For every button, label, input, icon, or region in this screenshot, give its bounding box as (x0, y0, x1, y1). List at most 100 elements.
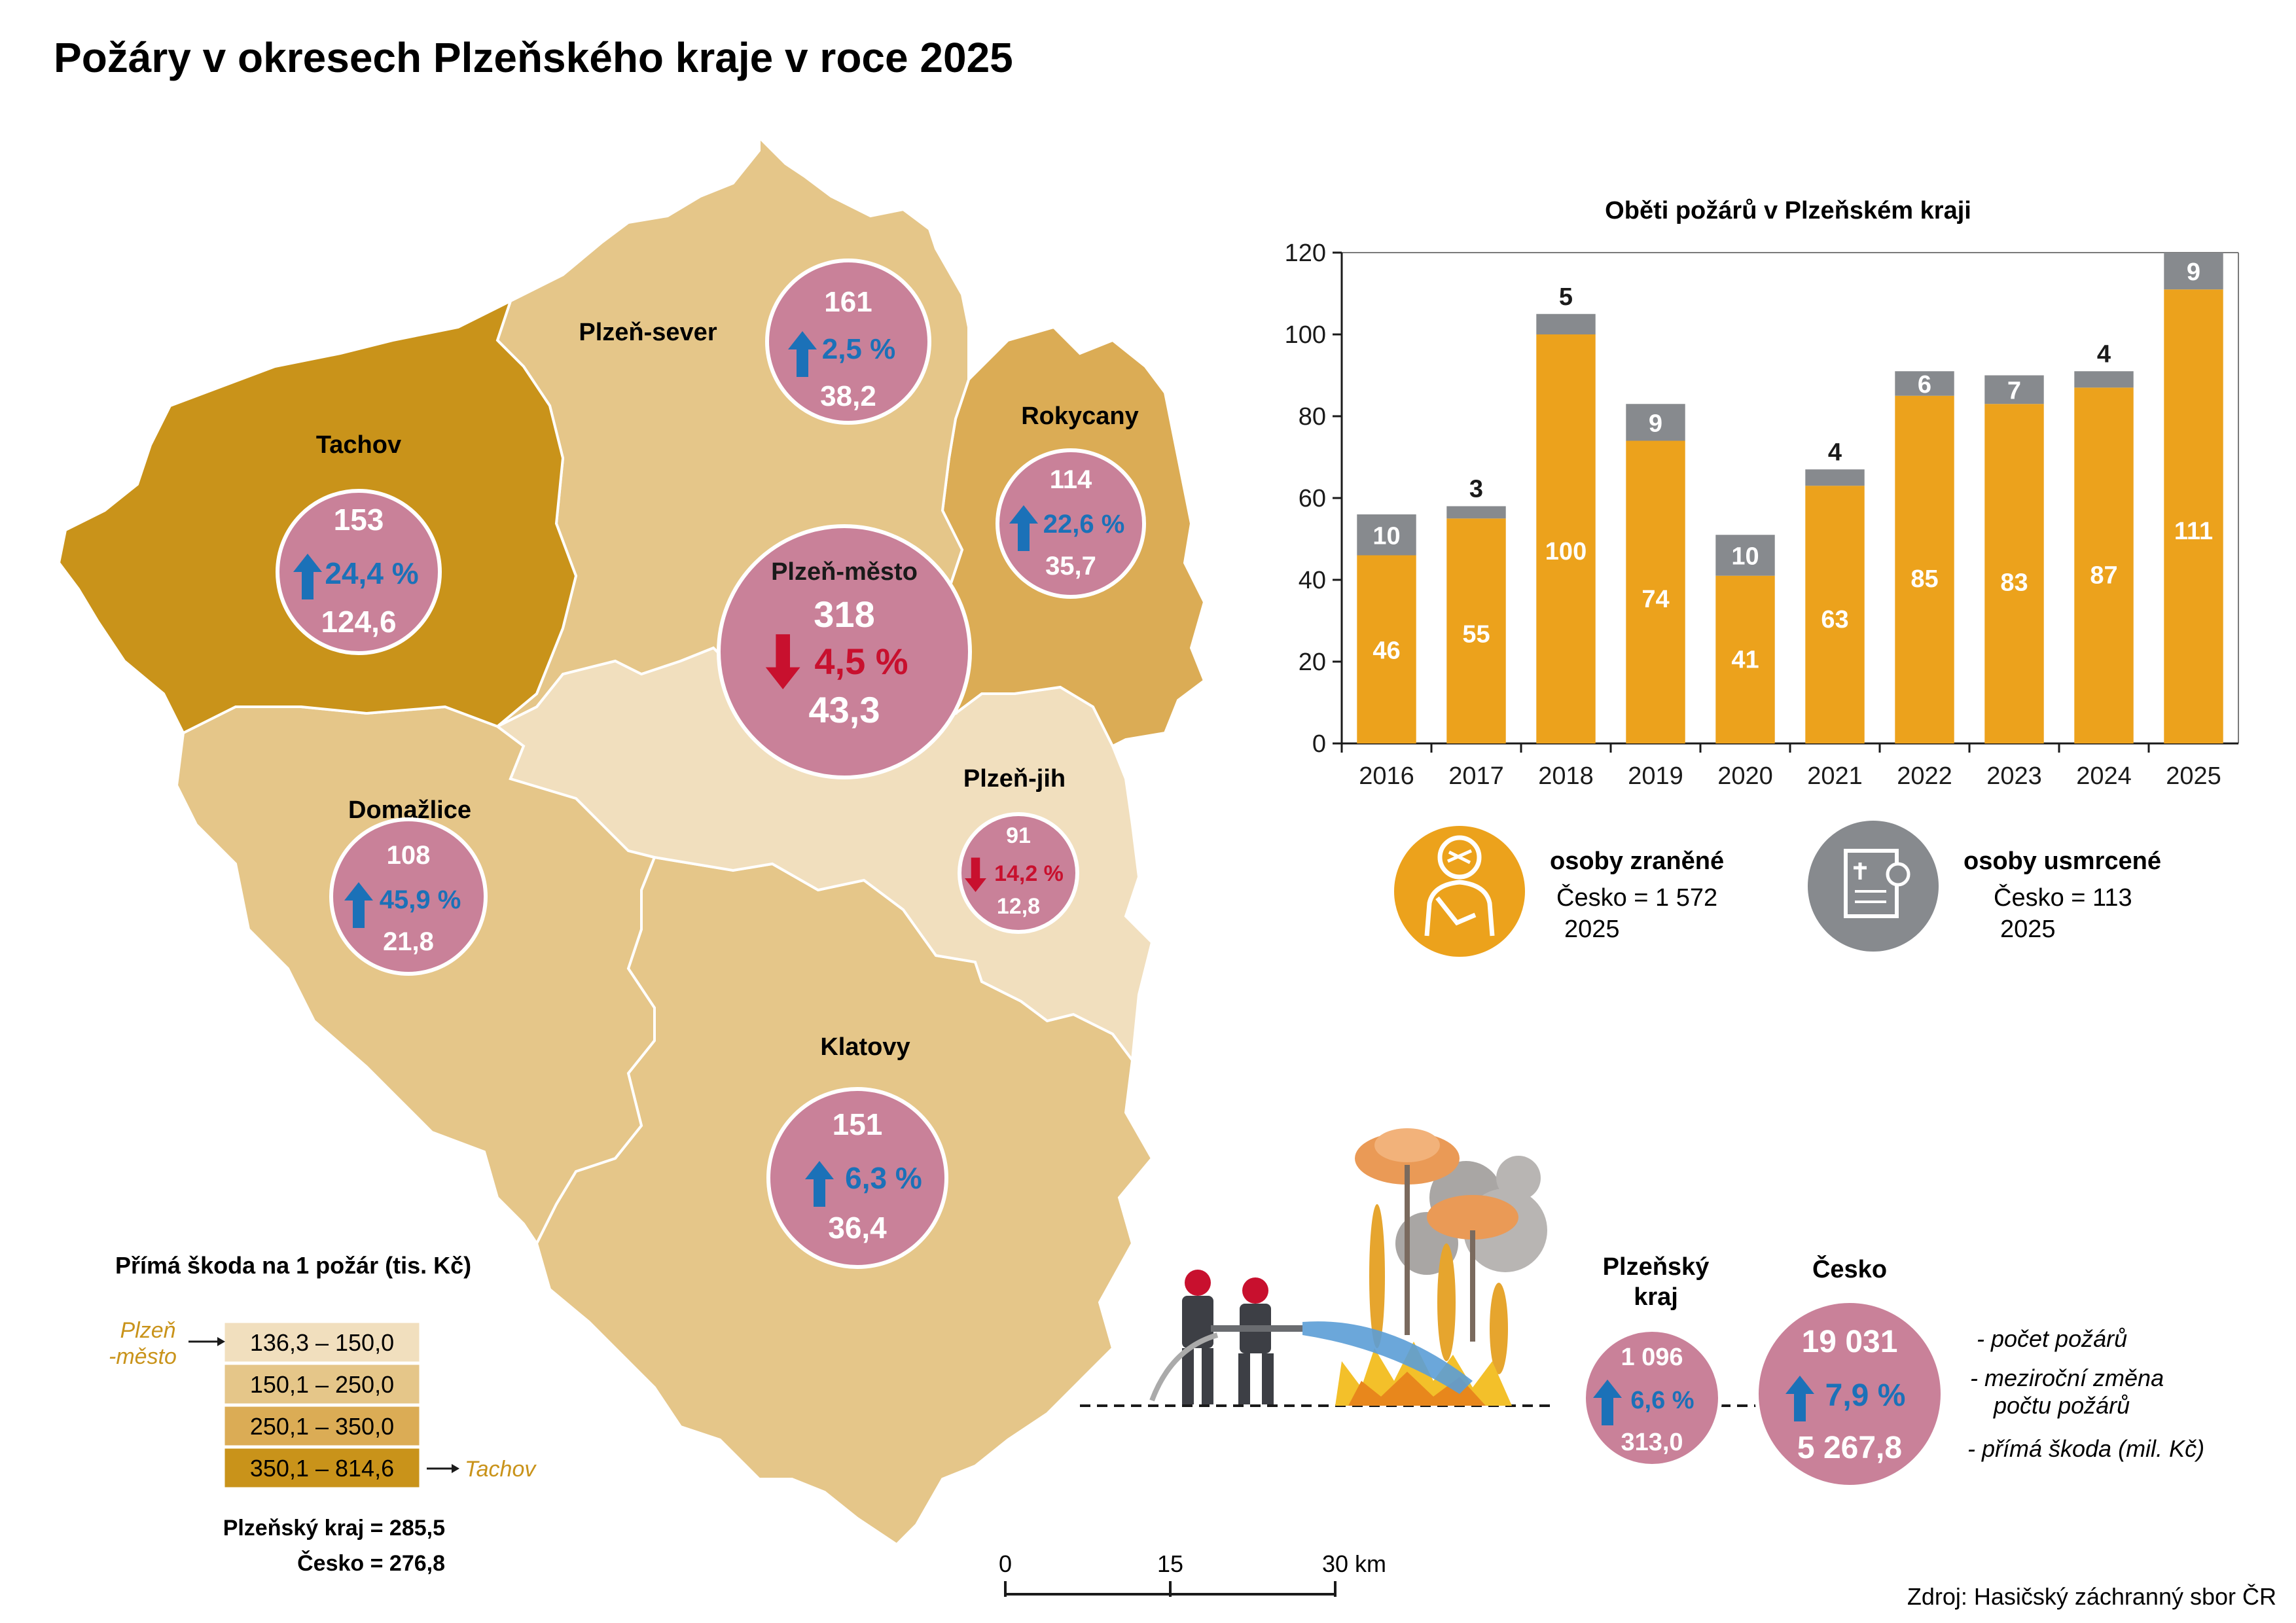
legend-class-label: 350,1 – 814,6 (250, 1455, 394, 1482)
data-label-injured: 74 (1641, 586, 1669, 613)
bubble-plzen-mesto[interactable]: Plzeň-město 318 4,5 % 43,3 (717, 524, 972, 779)
bar-injured (1536, 334, 1596, 743)
bar-killed (1357, 514, 1416, 556)
data-label-injured: 83 (2000, 569, 2028, 597)
bubble-klatovy[interactable]: 151 6,3 % 36,4 (766, 1087, 948, 1269)
bar-killed (1895, 371, 1954, 396)
damage-value: 124,6 (321, 605, 396, 639)
legend-year-killed: 2025 (2000, 916, 2056, 943)
data-label-killed: 7 (2007, 377, 2021, 404)
bar-injured (1805, 486, 1865, 743)
fires-count: 114 (1050, 465, 1092, 494)
victims-legend: osoby zraněné Česko = 1 572 2025 osoby u… (1394, 821, 2161, 957)
legend-label-injured: osoby zraněné (1550, 847, 1724, 875)
yearly-change: 2,5 % (822, 333, 896, 365)
data-label-injured: 46 (1372, 637, 1400, 665)
bubble-rokycany[interactable]: 114 22,6 % 35,7 (996, 448, 1146, 599)
data-label-injured: 100 (1545, 538, 1587, 565)
x-tick-label: 2023 (1986, 762, 2042, 790)
note-change: - meziroční změna počtu požárů (1970, 1364, 2164, 1419)
bar-injured (1715, 575, 1775, 743)
yearly-change: 24,4 % (325, 556, 418, 590)
country-average: Česko = 276,8 (297, 1550, 445, 1576)
data-label-killed: 10 (1372, 522, 1400, 550)
district-label-plzen-mesto: Plzeň-město (771, 558, 918, 586)
data-label-injured: 63 (1821, 606, 1848, 633)
fires-count: 108 (387, 841, 431, 870)
data-label-injured: 41 (1731, 647, 1759, 674)
yearly-change: 6,6 % (1630, 1387, 1694, 1414)
bar-killed (1626, 404, 1685, 441)
data-label-injured: 55 (1462, 620, 1490, 648)
x-tick-label: 2021 (1807, 762, 1863, 790)
injured-person-icon (1394, 826, 1525, 957)
y-tick-label: 40 (1299, 567, 1326, 594)
legend-class-label: 250,1 – 350,0 (250, 1413, 394, 1440)
legend-class-label: 136,3 – 150,0 (250, 1329, 394, 1356)
bubble-plzen-sever[interactable]: 161 2,5 % 38,2 (765, 259, 931, 425)
yearly-change: 14,2 % (994, 861, 1064, 886)
legend-class-label: 150,1 – 250,0 (250, 1371, 394, 1398)
legend-swatch (223, 1321, 422, 1364)
bubble-region-total[interactable]: 1 096 6,6 % 313,0 (1582, 1328, 1722, 1468)
y-tick-label: 60 (1299, 485, 1326, 512)
legend-title: Přímá škoda na 1 požár (tis. Kč) (115, 1252, 471, 1279)
summary-country-name: Česko (1812, 1254, 1887, 1283)
death-certificate-icon (1808, 821, 1939, 952)
damage-value: 43,3 (809, 689, 880, 730)
region-map: Tachov Plzeň-sever Rokycany Domažlice Pl… (57, 134, 1206, 1546)
data-label-killed: 6 (1918, 371, 1931, 399)
y-tick-label: 120 (1285, 240, 1326, 267)
bar-killed (2074, 371, 2134, 388)
legend-label-killed: osoby usmrcené (1964, 847, 2161, 875)
bubble-domazlice[interactable]: 108 45,9 % 21,8 (329, 817, 488, 976)
data-label-killed: 9 (2187, 259, 2200, 286)
fires-count: 91 (1006, 823, 1031, 848)
y-tick-label: 20 (1299, 649, 1326, 676)
chart-title: Oběti požárů v Plzeňském kraji (1605, 197, 1971, 224)
district-label-klatovy: Klatovy (820, 1033, 910, 1061)
damage-legend: Přímá škoda na 1 požár (tis. Kč) 136,3 –… (109, 1252, 537, 1576)
fires-count: 151 (833, 1107, 883, 1141)
y-tick-label: 80 (1299, 403, 1326, 431)
x-tick-label: 2020 (1717, 762, 1773, 790)
page-title: Požáry v okresech Plzeňského kraje v roc… (54, 34, 1013, 81)
x-tick-label: 2017 (1448, 762, 1504, 790)
source-note: Zdroj: Hasičský záchranný sbor ČR (1907, 1583, 2276, 1610)
arrow-right-icon (452, 1464, 459, 1473)
bar-injured (2074, 387, 2134, 743)
bar-killed (1984, 375, 2044, 404)
bar-injured (1446, 518, 1506, 743)
bar-injured (1357, 555, 1416, 743)
x-tick-label: 2022 (1897, 762, 1952, 790)
bubble-tachov[interactable]: 153 24,4 % 124,6 (276, 489, 442, 655)
bubble-plzen-jih[interactable]: 91 14,2 % 12,8 (958, 812, 1079, 934)
yearly-change: 7,9 % (1825, 1378, 1906, 1413)
legend-swatch (223, 1363, 422, 1406)
fires-count: 318 (814, 594, 874, 635)
damage-value: 12,8 (997, 894, 1040, 919)
data-label-killed: 4 (1828, 438, 1842, 466)
fires-count: 161 (824, 286, 872, 318)
damage-value: 21,8 (383, 927, 434, 956)
summary: Plzeňský kraj Česko 1 096 6,6 % 313,0 19 … (1582, 1253, 2204, 1489)
data-label-killed: 4 (2097, 340, 2111, 368)
arrow-right-icon (217, 1337, 225, 1346)
data-label-killed: 3 (1469, 476, 1483, 503)
legend-swatch (223, 1446, 422, 1489)
y-tick-label: 100 (1285, 321, 1326, 349)
x-tick-label: 2019 (1628, 762, 1683, 790)
legend-sub-killed: Česko = 113 (1994, 883, 2132, 912)
scale-tick: 0 (999, 1550, 1012, 1577)
fires-count: 1 096 (1621, 1344, 1683, 1371)
bar-injured (2164, 289, 2223, 743)
data-label-killed: 5 (1559, 283, 1573, 311)
district-label-plzen-sever: Plzeň-sever (579, 319, 717, 346)
damage-value: 35,7 (1045, 552, 1096, 580)
bubble-country-total[interactable]: 19 031 7,9 % 5 267,8 (1755, 1299, 1945, 1489)
damage-value: 313,0 (1621, 1429, 1683, 1456)
yearly-change: 22,6 % (1043, 510, 1125, 539)
damage-value: 38,2 (820, 380, 876, 412)
